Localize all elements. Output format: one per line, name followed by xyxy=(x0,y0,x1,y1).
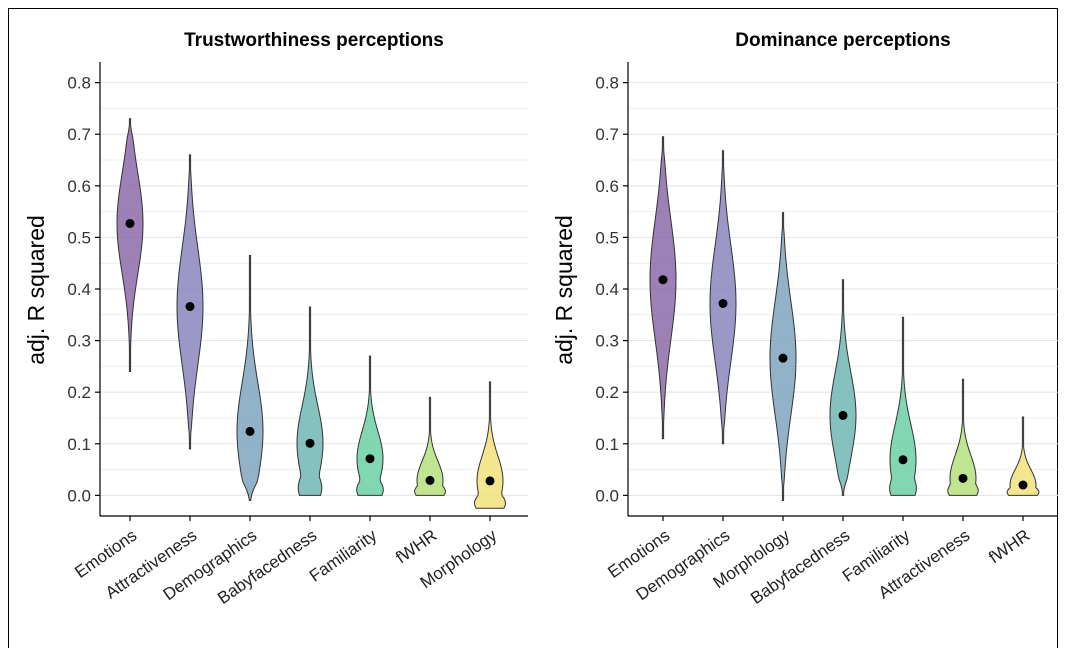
x-tick-label: fWHR xyxy=(392,526,440,568)
y-tick-label: 0.2 xyxy=(595,383,619,402)
y-tick-label: 0.6 xyxy=(595,177,619,196)
y-tick-label: 0.0 xyxy=(595,486,619,505)
y-tick-label: 0.1 xyxy=(595,435,619,454)
mean-point-fwhr xyxy=(1018,480,1028,490)
mean-point-fwhr xyxy=(425,475,435,485)
violin-demographics xyxy=(236,254,264,502)
y-tick-label: 0.4 xyxy=(67,280,91,299)
x-tick-label: Familiarity xyxy=(306,525,381,585)
mean-point-babyfacedness xyxy=(305,438,315,448)
y-tick-label: 0.7 xyxy=(595,125,619,144)
violin-emotions xyxy=(116,118,144,373)
chart-panel-1: Trustworthiness perceptions 0.0 0.1 0.2 0.3 0… xyxy=(23,30,528,608)
violin-familiarity xyxy=(356,355,384,496)
y-axis-label: adj. R squared xyxy=(551,215,577,365)
y-tick-label: 0.8 xyxy=(595,74,619,93)
violin-familiarity xyxy=(889,316,917,496)
violin-morphology xyxy=(474,381,506,509)
y-tick-label: 0.8 xyxy=(67,74,91,93)
chart-title: Dominance perceptions xyxy=(735,30,950,51)
y-tick-label: 0.7 xyxy=(67,125,91,144)
mean-point-emotions xyxy=(125,218,135,228)
mean-point-morphology xyxy=(485,476,495,486)
mean-point-familiarity xyxy=(365,454,375,464)
violin-babyfacedness xyxy=(829,279,857,496)
y-tick-label: 0.3 xyxy=(67,332,91,351)
mean-point-attractiveness xyxy=(958,473,968,483)
y-tick-label: 0.4 xyxy=(595,280,619,299)
mean-point-demographics xyxy=(718,298,728,308)
mean-point-morphology xyxy=(778,353,788,363)
chart-panel-2: Dominance perceptions 0.0 0.1 0.2 0.3 0.4 0.5 0… xyxy=(551,30,1058,608)
mean-point-babyfacedness xyxy=(838,410,848,420)
y-tick-label: 0.2 xyxy=(67,383,91,402)
mean-point-familiarity xyxy=(898,455,908,465)
violin-demographics xyxy=(709,150,737,445)
y-tick-label: 0.6 xyxy=(67,177,91,196)
mean-point-demographics xyxy=(245,426,255,436)
y-tick-label: 0.1 xyxy=(67,435,91,454)
violin-attractiveness xyxy=(176,154,204,450)
y-tick-label: 0.5 xyxy=(595,228,619,247)
violin-emotions xyxy=(649,136,677,440)
x-tick-label: fWHR xyxy=(985,526,1033,568)
y-tick-label: 0.0 xyxy=(67,486,91,505)
y-axis-label: adj. R squared xyxy=(23,215,49,365)
y-tick-label: 0.5 xyxy=(67,228,91,247)
violin-babyfacedness xyxy=(296,306,324,496)
violin-attractiveness xyxy=(947,378,979,496)
chart-title: Trustworthiness perceptions xyxy=(184,30,444,51)
violin-fwhr xyxy=(1006,416,1040,496)
y-tick-label: 0.3 xyxy=(595,332,619,351)
violin-fwhr xyxy=(414,396,446,496)
mean-point-emotions xyxy=(658,275,668,285)
mean-point-attractiveness xyxy=(185,302,195,312)
